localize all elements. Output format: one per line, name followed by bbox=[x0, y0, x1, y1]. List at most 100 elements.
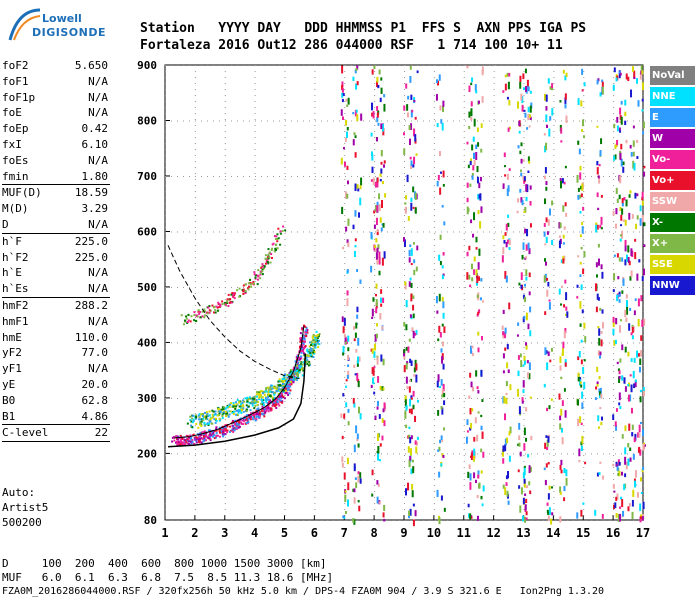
grid-dot bbox=[465, 65, 466, 66]
grid-dot bbox=[374, 263, 376, 264]
noise-echo bbox=[545, 114, 548, 122]
noise-echo bbox=[378, 204, 381, 211]
noise-echo bbox=[641, 276, 644, 282]
noise-echo bbox=[359, 279, 362, 284]
grid-dot bbox=[374, 209, 376, 210]
grid-dot bbox=[224, 149, 226, 150]
grid-dot bbox=[309, 65, 310, 66]
noise-echo bbox=[596, 383, 599, 387]
trace-echo bbox=[293, 373, 296, 376]
trace-echo bbox=[283, 373, 286, 376]
noise-echo bbox=[357, 500, 360, 503]
trace-echo bbox=[278, 395, 281, 398]
grid-dot bbox=[254, 317, 256, 318]
grid-dot bbox=[613, 179, 615, 180]
grid-dot bbox=[579, 286, 580, 288]
trace-echo bbox=[219, 410, 222, 413]
noise-echo bbox=[524, 493, 527, 496]
grid-dot bbox=[553, 191, 555, 192]
grid-dot bbox=[583, 89, 585, 90]
noise-echo bbox=[370, 265, 373, 273]
grid-dot bbox=[583, 173, 585, 174]
grid-dot bbox=[261, 397, 262, 399]
grid-dot bbox=[435, 120, 436, 122]
noise-echo bbox=[636, 350, 639, 358]
noise-echo bbox=[579, 416, 582, 424]
grid-dot bbox=[351, 342, 352, 344]
trace-echo bbox=[200, 413, 203, 416]
grid-dot bbox=[643, 233, 644, 234]
grid-dot bbox=[531, 65, 532, 66]
grid-dot bbox=[523, 161, 525, 162]
noise-echo bbox=[473, 152, 476, 159]
noise-echo bbox=[544, 347, 547, 356]
grid-dot bbox=[523, 233, 525, 234]
noise-echo bbox=[624, 120, 627, 126]
trace-echo bbox=[242, 419, 245, 422]
noise-echo bbox=[551, 87, 554, 91]
trace-echo bbox=[199, 316, 202, 319]
grid-dot bbox=[393, 175, 394, 177]
noise-echo bbox=[639, 389, 642, 393]
grid-dot bbox=[344, 431, 346, 432]
grid-dot bbox=[493, 335, 495, 336]
trace-echo bbox=[223, 411, 226, 414]
trace-echo bbox=[232, 427, 235, 430]
grid-dot bbox=[344, 443, 346, 444]
noise-echo bbox=[380, 227, 383, 232]
grid-dot bbox=[284, 353, 286, 354]
trace-echo bbox=[186, 442, 189, 445]
y-tick-label: 500 bbox=[137, 281, 157, 294]
noise-echo bbox=[507, 500, 510, 505]
noise-echo bbox=[628, 423, 631, 431]
trace-echo bbox=[242, 284, 245, 287]
noise-echo bbox=[634, 379, 637, 383]
noise-echo bbox=[384, 193, 387, 198]
grid-dot bbox=[453, 286, 454, 288]
trace-echo bbox=[245, 414, 248, 417]
noise-echo bbox=[353, 463, 356, 472]
noise-echo bbox=[407, 516, 410, 519]
noise-echo bbox=[405, 83, 408, 89]
noise-echo bbox=[439, 105, 442, 111]
trace-echo bbox=[276, 384, 279, 387]
grid-dot bbox=[463, 101, 465, 102]
noise-echo bbox=[545, 217, 548, 223]
grid-dot bbox=[433, 317, 435, 318]
grid-dot bbox=[314, 161, 316, 162]
grid-dot bbox=[284, 221, 286, 222]
grid-dot bbox=[493, 143, 495, 144]
grid-dot bbox=[339, 120, 340, 122]
grid-dot bbox=[165, 89, 166, 90]
noise-echo bbox=[601, 309, 604, 314]
grid-dot bbox=[314, 383, 316, 384]
trace-echo bbox=[182, 323, 185, 326]
logo-mark-icon bbox=[8, 8, 41, 41]
grid-dot bbox=[463, 71, 465, 72]
trace-echo bbox=[245, 404, 248, 407]
grid-dot bbox=[553, 407, 555, 408]
grid-dot bbox=[404, 89, 405, 90]
grid-dot bbox=[344, 425, 346, 426]
grid-dot bbox=[585, 120, 586, 122]
noise-echo bbox=[577, 140, 580, 145]
noise-echo bbox=[376, 406, 379, 410]
noise-echo bbox=[508, 302, 511, 310]
grid-dot bbox=[531, 286, 532, 288]
grid-dot bbox=[523, 413, 525, 414]
grid-dot bbox=[201, 65, 202, 66]
grid-dot bbox=[374, 293, 376, 294]
grid-dot bbox=[463, 299, 465, 300]
noise-echo bbox=[416, 70, 419, 74]
grid-dot bbox=[483, 175, 484, 177]
noise-echo bbox=[481, 96, 484, 103]
trace-echo bbox=[257, 407, 260, 410]
grid-dot bbox=[404, 95, 405, 96]
grid-dot bbox=[194, 125, 196, 126]
noise-echo bbox=[413, 269, 416, 276]
trace-echo bbox=[191, 439, 194, 442]
grid-dot bbox=[254, 341, 256, 342]
noise-echo bbox=[642, 443, 645, 451]
grid-dot bbox=[553, 131, 555, 132]
grid-dot bbox=[459, 342, 460, 344]
